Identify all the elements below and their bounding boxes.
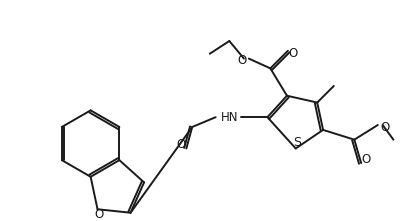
Text: O: O [176, 138, 186, 151]
Text: O: O [288, 47, 297, 60]
Text: O: O [360, 153, 370, 166]
Text: S: S [292, 136, 300, 149]
Text: O: O [379, 122, 388, 134]
Text: O: O [237, 54, 246, 67]
Text: O: O [95, 208, 104, 221]
Text: HN: HN [220, 111, 237, 124]
